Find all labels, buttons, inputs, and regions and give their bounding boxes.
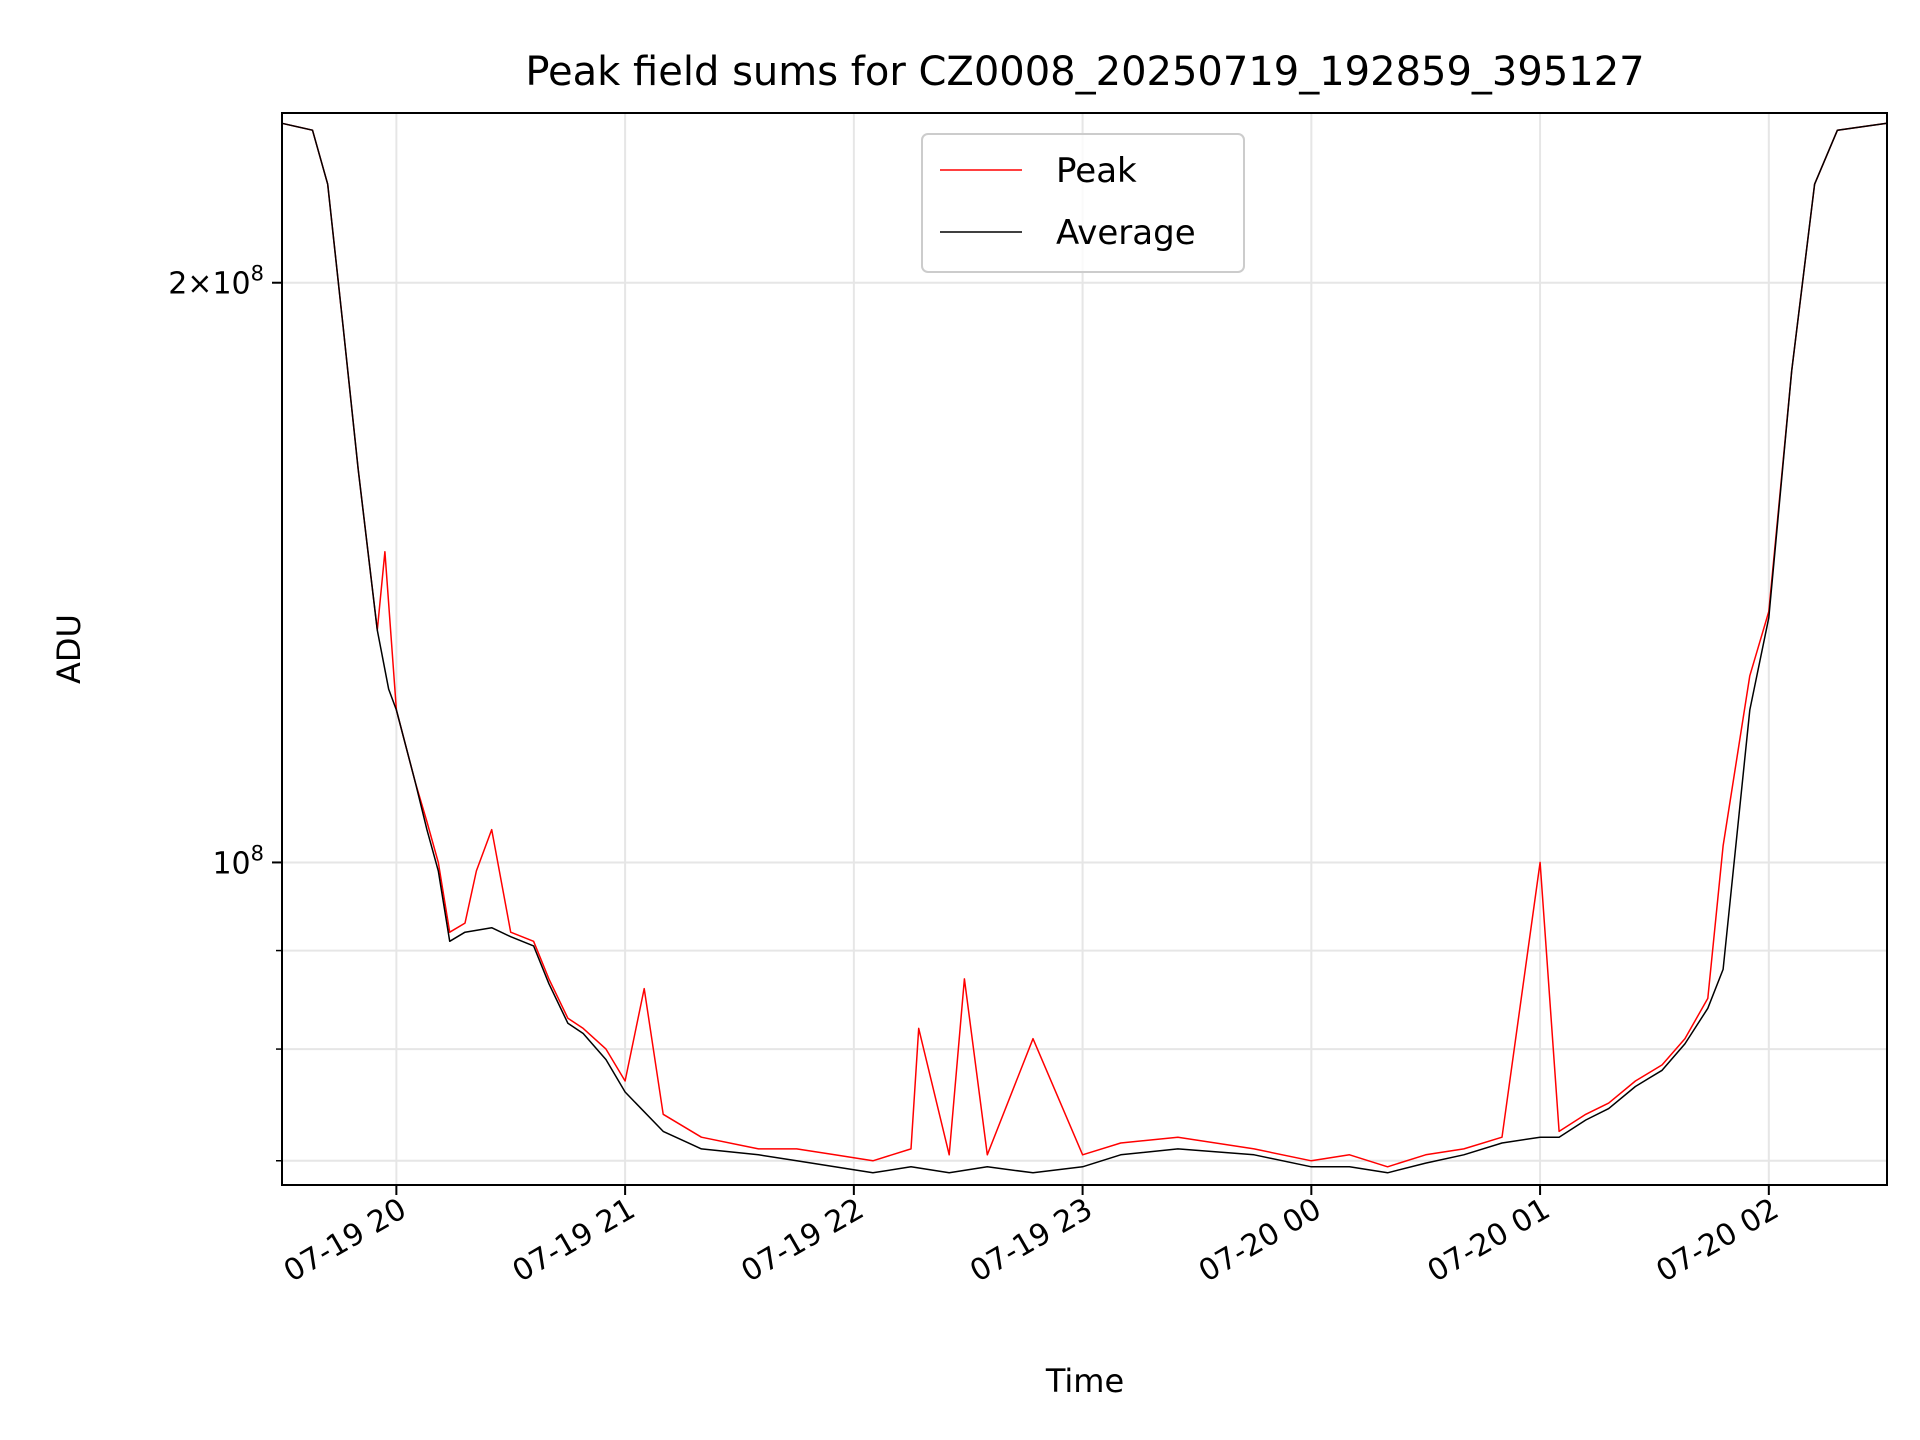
chart-title: Peak field sums for CZ0008_20250719_1928…: [525, 49, 1644, 95]
y-tick-base: 10: [212, 267, 250, 302]
y-tick-exponent: 8: [251, 262, 264, 286]
y-tick-coefficient: 2: [168, 267, 187, 302]
x-axis-title: Time: [1045, 1362, 1124, 1400]
series-line-peak: [281, 122, 1888, 1168]
series-line-average: [281, 122, 1888, 1174]
plot-area: [282, 113, 1887, 1185]
y-tick-base: 10: [212, 846, 250, 881]
plot-frame: [281, 112, 1888, 1186]
y-tick-times: ×: [187, 267, 212, 302]
y-tick-exponent: 8: [251, 841, 264, 865]
y-tick-label: 2×108: [168, 262, 264, 302]
legend-label-average: Average: [1056, 213, 1196, 253]
grid: [282, 113, 1887, 1185]
series-layer: [281, 122, 1888, 1174]
legend-label-peak: Peak: [1056, 151, 1137, 191]
legend-box: [921, 133, 1245, 273]
y-tick-label: 108: [212, 841, 264, 881]
y-axis-title: ADU: [50, 614, 88, 684]
legend: Peak Average: [921, 133, 1245, 273]
